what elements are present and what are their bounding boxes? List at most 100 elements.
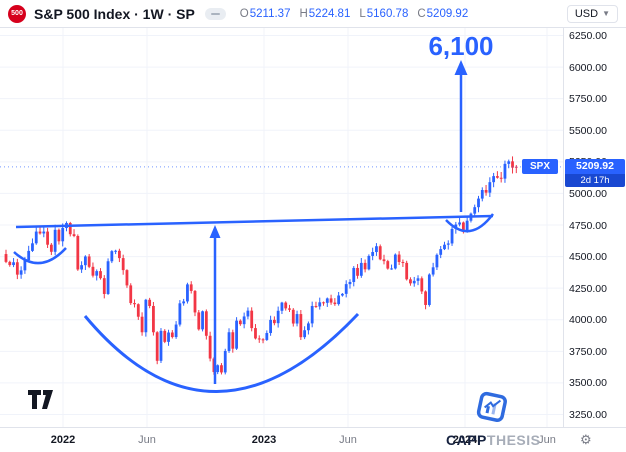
candle-body <box>439 249 443 255</box>
chart-plot-area[interactable]: 6,100 SPX CAPPTHESIS <box>0 28 563 448</box>
candle-body <box>197 312 201 330</box>
price-scale[interactable]: 5209.92 2d 17h 6250.00 6000.00 5750.00 5500… <box>563 28 626 427</box>
candle-body <box>488 182 492 193</box>
candle-body <box>269 319 272 334</box>
candle-body <box>393 254 397 269</box>
candle-body <box>170 332 174 338</box>
candle-body <box>144 299 148 333</box>
price-axis-label: 6250.00 <box>569 30 607 42</box>
candle-body <box>461 222 465 232</box>
candle-body <box>359 262 363 276</box>
candle-body <box>216 365 220 373</box>
candle-body <box>375 246 378 253</box>
cup-arc[interactable] <box>83 312 360 393</box>
candle-body <box>416 278 420 281</box>
candle-body <box>121 258 125 271</box>
candle-body <box>348 281 352 285</box>
candle-body <box>125 270 129 286</box>
candle-body <box>378 246 382 260</box>
candle-body <box>53 229 57 252</box>
candle-body <box>129 285 133 304</box>
candle-body <box>193 290 197 313</box>
candle-body <box>246 310 250 317</box>
sp500-logo: 500 <box>8 4 26 23</box>
candle-body <box>182 301 186 304</box>
price-axis-label: 5500.00 <box>569 124 607 137</box>
candle-body <box>507 161 511 164</box>
candle-body <box>49 244 53 252</box>
close-value: C5209.92 <box>417 7 469 20</box>
candle-body <box>159 330 163 361</box>
time-scale[interactable]: ⚙ 2022 Jun 2023 Jun 2024 Jun <box>0 427 626 452</box>
price-chart-canvas[interactable]: 6,100 <box>0 28 563 427</box>
price-axis-label: 4250.00 <box>569 282 607 295</box>
currency-selector[interactable]: USD ▼ <box>566 4 618 23</box>
handle-arc[interactable] <box>445 213 495 233</box>
candle-body <box>34 231 38 244</box>
chart-toolbar: 500 S&P 500 Index · 1W · SP O5211.37 H52… <box>0 0 626 28</box>
candle-body <box>148 299 152 306</box>
candle-body <box>68 222 72 235</box>
candle-body <box>446 243 450 245</box>
left-small-arc[interactable] <box>13 247 67 265</box>
candle-body <box>390 268 393 270</box>
candle-body <box>42 231 46 234</box>
candle-body <box>337 295 341 305</box>
resistance-trendline[interactable] <box>15 214 494 229</box>
candle-body <box>473 207 477 214</box>
candle-body <box>367 255 371 270</box>
candle-body <box>431 267 435 275</box>
candle-body <box>238 320 242 325</box>
candle-body <box>38 231 42 234</box>
candle-body <box>235 320 238 349</box>
time-axis-label: Jun <box>138 434 156 446</box>
candle-body <box>276 310 280 324</box>
candle-body <box>250 310 254 329</box>
candle-body <box>356 267 359 276</box>
candle-body <box>4 254 8 262</box>
time-axis-label: Jun <box>538 434 556 446</box>
candle-body <box>106 261 110 294</box>
cappthesis-wordmark: CAPPTHESIS <box>446 432 541 448</box>
candle-body <box>295 314 299 324</box>
candle-body <box>333 302 337 305</box>
candle-body <box>329 298 333 303</box>
time-axis-label: 2022 <box>50 434 76 446</box>
candle-body <box>110 251 114 262</box>
candle-body <box>72 234 76 236</box>
symbol-price-flag: SPX <box>522 159 558 175</box>
candle-body <box>261 339 265 341</box>
candle-body <box>223 350 227 373</box>
candle-body <box>189 284 193 291</box>
candle-body <box>57 229 61 242</box>
candle-body <box>31 243 34 251</box>
candle-body <box>242 316 246 325</box>
price-axis-label: 5000.00 <box>569 187 607 200</box>
price-target-label: 6,100 <box>428 31 493 61</box>
candle-body <box>133 303 136 305</box>
gear-icon[interactable]: ⚙ <box>580 432 592 447</box>
bar-countdown-badge: 2d 17h <box>565 174 625 188</box>
candle-body <box>204 311 208 336</box>
currency-label: USD <box>574 7 599 20</box>
time-axis-label: Jun <box>339 434 357 446</box>
price-axis-label: 4000.00 <box>569 314 607 327</box>
candle-body <box>291 309 295 324</box>
candle-body <box>344 284 348 294</box>
candle-body <box>310 305 314 324</box>
candle-body <box>499 177 503 179</box>
candle-body <box>152 305 155 333</box>
candle-body <box>114 250 118 252</box>
candle-body <box>371 252 375 256</box>
candle-body <box>174 324 178 338</box>
candle-body <box>412 280 416 284</box>
candle-body <box>136 304 140 317</box>
candle-body <box>420 278 424 292</box>
ohlc-readout: O5211.37 H5224.81 L5160.78 C5209.92 <box>240 8 468 20</box>
last-price-badge: 5209.92 <box>565 159 625 175</box>
candle-body <box>458 222 461 225</box>
candle-body <box>95 271 99 276</box>
visibility-toggle-button[interactable] <box>204 7 226 20</box>
candle-body <box>23 260 27 271</box>
